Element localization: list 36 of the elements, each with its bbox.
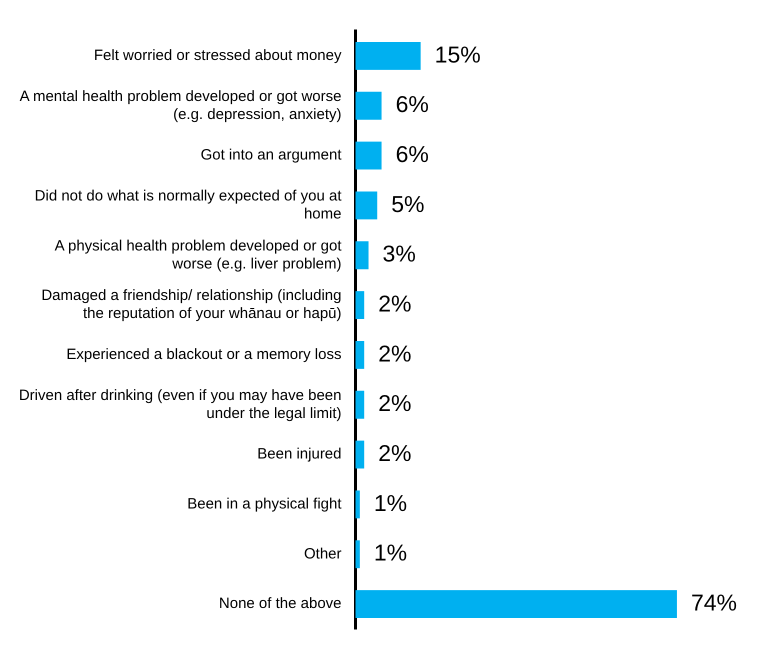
- data-label: 6%: [396, 140, 429, 167]
- y-tick-label: A physical health problem developed or got worse (e.g. liver problem): [54, 237, 342, 272]
- data-label: 3%: [382, 240, 416, 267]
- data-label: 6%: [396, 91, 429, 118]
- data-label: 1%: [374, 540, 408, 566]
- bar: [356, 390, 364, 419]
- bar: [356, 241, 369, 270]
- y-tick-label: Experienced a blackout or a memory loss: [66, 346, 342, 364]
- data-label: 2%: [378, 290, 412, 316]
- y-tick-label: Damaged a friendship/ relationship (including the reputation of your whānau or hapū): [41, 287, 342, 322]
- y-tick-label: A mental health problem developed or got worse (e.g. depression, anxiety): [20, 88, 342, 123]
- bar: [356, 440, 364, 469]
- y-tick-label: Other: [304, 545, 342, 562]
- y-tick-label: Been in a physical fight: [187, 496, 342, 513]
- y-tick-label: Felt worried or stressed about money: [94, 47, 342, 64]
- data-label: 2%: [378, 390, 412, 416]
- bar: [356, 92, 382, 120]
- data-label: 5%: [391, 190, 424, 217]
- bar: [356, 340, 364, 369]
- y-tick-label: Been injured: [257, 446, 342, 463]
- data-label: 74%: [690, 589, 737, 616]
- data-label: 1%: [374, 490, 408, 516]
- bar: [356, 142, 382, 170]
- y-tick-label: Did not do what is normally expected of you at home: [34, 188, 342, 223]
- bar: [356, 291, 364, 320]
- y-tick-label: Got into an argument: [200, 146, 342, 164]
- data-label: 15%: [434, 41, 481, 68]
- bar: [356, 42, 421, 70]
- data-label: 2%: [378, 440, 412, 466]
- y-tick-label: None of the above: [218, 595, 342, 612]
- bar: [356, 191, 378, 220]
- bar: [356, 540, 360, 568]
- y-tick-label: Driven after drinking (even if you may have been under the legal limit): [18, 386, 342, 422]
- bar: [356, 490, 360, 518]
- bar: [356, 590, 677, 618]
- data-label: 2%: [378, 340, 412, 366]
